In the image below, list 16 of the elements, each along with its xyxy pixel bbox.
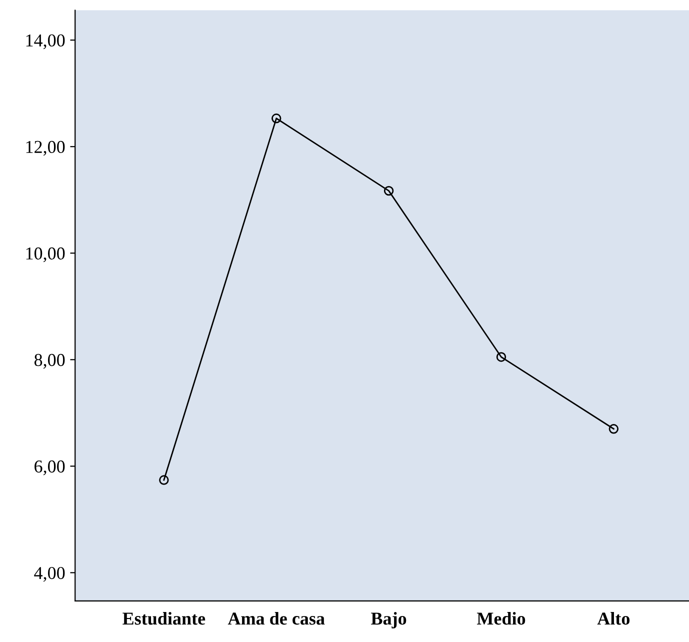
x-tick-label: Ama de casa [228,612,325,625]
point [159,475,169,485]
point [496,352,506,362]
point [608,424,619,434]
y-tick-label: 14,00 [26,34,65,50]
point [272,114,282,124]
y-tick-label: 10,00 [26,247,65,262]
point [384,186,394,196]
y-tick-label: 8,00 [34,354,65,369]
x-tick-label: Alto [597,612,630,625]
x-tick-label: Medio [476,612,526,625]
y-tick-label: 6,00 [34,460,65,476]
y-tick-label: 4,00 [34,566,65,582]
x-tick-label: Estudiante [122,612,206,625]
x-tick-label: Bajo [371,612,406,628]
y-tick-label: 12,00 [26,140,65,156]
